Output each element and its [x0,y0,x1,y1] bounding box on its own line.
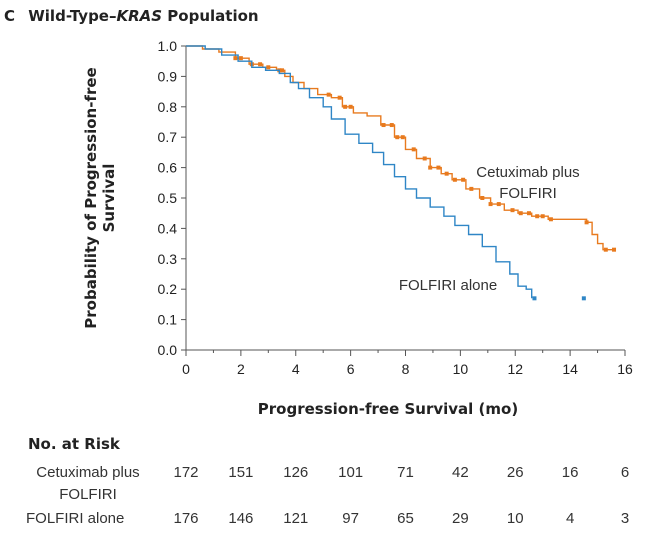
censor-mark [422,156,427,161]
y-axis-title: Probability of Progression-free Survival [82,67,118,328]
censor-mark [381,123,386,128]
x-tick-label: 12 [507,361,523,377]
censor-mark [411,147,416,152]
censor-mark [548,217,553,222]
panel-letter: C [4,7,15,25]
x-tick-label: 0 [182,361,190,377]
x-tick-label: 6 [347,361,355,377]
censor-mark [444,171,449,176]
y-tick-label: 0.2 [158,281,178,297]
risk-table-heading: No. at Risk [28,435,121,453]
risk-row-1-label-line2: FOLFIRI [59,486,117,503]
risk-value: 10 [507,510,524,527]
censor-mark [337,95,342,100]
risk-value: 146 [228,510,253,527]
censor-mark [343,104,348,109]
censor-mark [326,92,331,97]
axes [185,46,625,351]
series-layer [186,45,617,301]
x-tick-label: 4 [292,361,300,377]
panel-title-prefix: Wild-Type– [28,7,116,25]
series-label-folfiri: FOLFIRI alone [399,277,497,294]
censor-mark [395,135,400,140]
x-tick-label: 14 [562,361,578,377]
censor-mark [584,220,589,225]
risk-value: 172 [173,464,198,481]
y-tick-label: 0.0 [158,342,178,358]
series-line-cetuximab [186,45,614,251]
censor-mark [233,56,238,61]
censor-mark [469,186,474,191]
risk-value: 6 [621,464,629,481]
risk-value: 121 [283,510,308,527]
risk-row-2-label: FOLFIRI alone [26,510,124,527]
y-tick-label: 0.7 [158,129,178,145]
risk-value: 16 [562,464,579,481]
panel-title: C Wild-Type–KRAS Population [4,7,259,25]
censor-mark [266,65,271,70]
censor-mark [540,214,545,219]
series-label-cetuximab-line2: FOLFIRI [499,185,557,202]
censor-mark [389,123,394,128]
x-axis-title: Progression-free Survival (mo) [258,400,518,418]
censor-mark [532,296,537,301]
risk-value: 26 [507,464,524,481]
risk-value: 151 [228,464,253,481]
y-ticks: 0.0 0.1 0.2 0.3 0.4 0.5 0.6 0.7 0.8 0.9 1.0 [158,38,186,358]
censor-mark [526,211,531,216]
y-axis-title-line2: Survival [100,164,118,233]
y-tick-label: 0.6 [158,160,178,176]
risk-value: 71 [397,464,414,481]
censor-mark [535,214,540,219]
risk-value: 176 [173,510,198,527]
risk-value: 29 [452,510,469,527]
risk-values: 172 151 126 101 71 42 26 16 6 176 146 121 97 65 29 10 4 3 [173,464,629,527]
censor-mark [510,208,515,213]
risk-value: 3 [621,510,629,527]
y-tick-label: 0.1 [158,312,178,328]
censor-mark [400,135,405,140]
risk-value: 65 [397,510,414,527]
x-tick-label: 2 [237,361,245,377]
censor-mark [612,247,617,252]
censor-mark [488,202,493,207]
risk-value: 97 [342,510,359,527]
risk-value: 101 [338,464,363,481]
x-ticks: 0 2 4 6 8 10 12 14 16 [182,350,633,377]
censor-mark [581,296,586,301]
censor-mark [496,202,501,207]
censor-mark [348,104,353,109]
x-tick-label: 8 [402,361,410,377]
y-tick-label: 0.8 [158,99,178,115]
risk-value: 4 [566,510,574,527]
series-line-folfiri [186,45,533,299]
series-label-cetuximab-line1: Cetuximab plus [476,164,579,181]
censor-mark [436,165,441,170]
risk-row-1-label-line1: Cetuximab plus [36,464,139,481]
risk-value: 126 [283,464,308,481]
panel-title-gene: KRAS [116,7,162,25]
y-axis-title-line1: Probability of Progression-free [82,67,100,328]
censor-mark [480,196,485,200]
panel-title-suffix: Population [162,7,259,25]
y-tick-label: 0.5 [158,190,178,206]
censor-mark [280,68,285,73]
y-tick-label: 0.4 [158,220,178,236]
censor-mark [603,247,608,252]
censor-mark [461,177,466,182]
censor-mark [258,62,263,67]
risk-value: 42 [452,464,469,481]
censor-mark [238,56,243,61]
censor-mark [452,177,457,182]
x-tick-label: 16 [617,361,633,377]
y-tick-label: 1.0 [158,38,178,54]
y-tick-label: 0.3 [158,251,178,267]
x-tick-label: 10 [453,361,469,377]
y-tick-label: 0.9 [158,68,178,84]
censor-mark [518,211,523,216]
censor-mark [428,165,433,170]
